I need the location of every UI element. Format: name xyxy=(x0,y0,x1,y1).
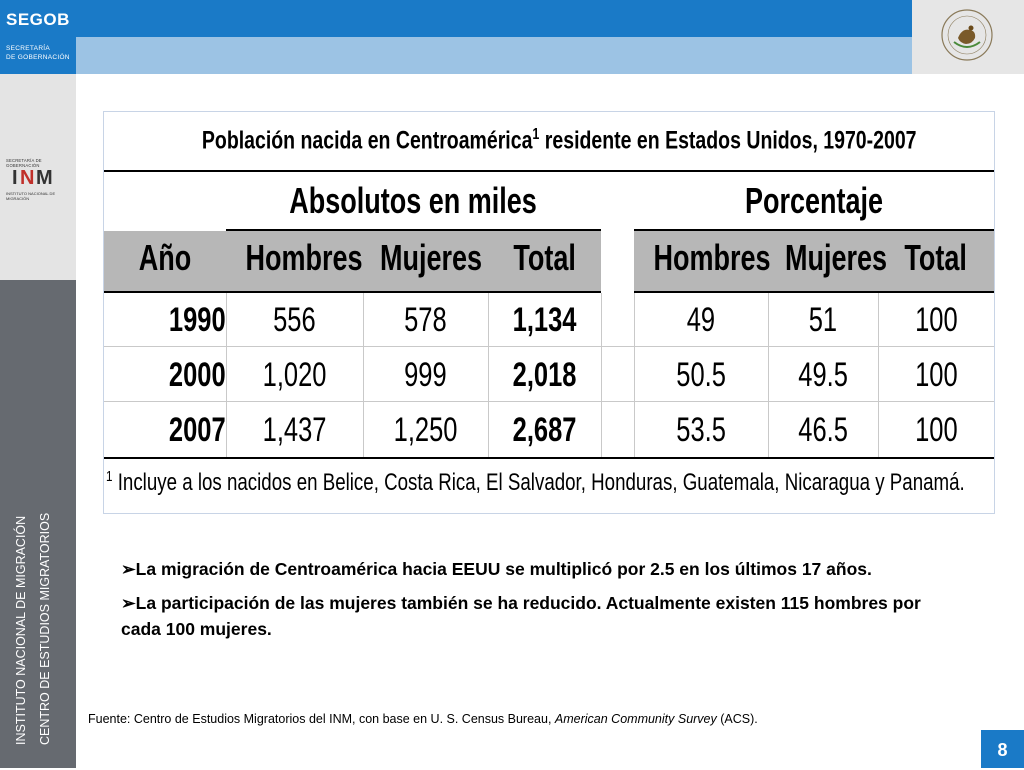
divider xyxy=(488,293,489,457)
table-cell: 100 xyxy=(914,411,958,449)
source-note: Fuente: Centro de Estudios Migratorios d… xyxy=(88,712,758,726)
segob-subtitle: SECRETARÍA DE GOBERNACIÓN xyxy=(6,45,70,61)
sidebar-vertical-text-1: INSTITUTO NACIONAL DE MIGRACIÓN xyxy=(14,515,28,745)
col-header-abs-women: Mujeres xyxy=(380,237,483,278)
table-cell: 46.5 xyxy=(798,411,848,449)
sidebar-vertical-text-2: CENTRO DE ESTUDIOS MIGRATORIOS xyxy=(38,512,52,745)
table-row-year: 2000 xyxy=(169,356,226,394)
table-cell: 1,437 xyxy=(262,411,327,449)
table-cell: 53.5 xyxy=(676,411,726,449)
table-cell: 999 xyxy=(404,356,447,394)
table-cell: 1,250 xyxy=(393,411,458,449)
table-cell: 2,687 xyxy=(512,411,577,449)
col-header-pct-total: Total xyxy=(904,237,968,278)
table-cell: 50.5 xyxy=(676,356,726,394)
table-footnote: 1 Incluye a los nacidos en Belice, Costa… xyxy=(106,468,965,496)
table-cell: 51 xyxy=(808,301,838,339)
bullet-item: ➢La migración de Centroamérica hacia EEU… xyxy=(121,559,872,579)
divider xyxy=(226,293,227,457)
col-header-pct-women: Mujeres xyxy=(785,237,888,278)
table-cell: 100 xyxy=(914,301,958,339)
header-subbar xyxy=(76,37,912,74)
col-header-abs-men: Hombres xyxy=(245,237,363,278)
divider xyxy=(363,293,364,457)
sidebar-bottom xyxy=(0,280,76,768)
col-header-year: Año xyxy=(138,237,192,278)
col-header-abs-total: Total xyxy=(513,237,576,278)
header-band xyxy=(104,231,601,291)
svg-text:N: N xyxy=(20,167,34,187)
divider xyxy=(104,291,601,293)
table-title: Población nacida en Centroamérica1 resid… xyxy=(201,126,917,155)
sidebar-top xyxy=(0,74,76,280)
data-table: Población nacida en Centroamérica1 resid… xyxy=(103,111,995,514)
table-cell: 556 xyxy=(273,301,316,339)
divider xyxy=(878,293,879,457)
divider xyxy=(104,170,994,172)
header-band xyxy=(634,231,994,291)
bullet-item: ➢La participación de las mujeres también… xyxy=(121,593,921,639)
arrow-bullet-icon: ➢ xyxy=(121,559,136,579)
group-header-percent: Porcentaje xyxy=(744,180,884,221)
header-bar xyxy=(0,0,912,37)
mexico-seal-icon xyxy=(941,9,993,61)
col-header-pct-men: Hombres xyxy=(653,237,771,278)
segob-logo: SEGOB xyxy=(6,10,70,29)
segob-logo-area: SEGOB SECRETARÍA DE GOBERNACIÓN xyxy=(0,0,76,74)
bullet-list: ➢La migración de Centroamérica hacia EEU… xyxy=(121,556,921,650)
table-cell: 1,134 xyxy=(512,301,577,339)
divider xyxy=(601,293,602,457)
arrow-bullet-icon: ➢ xyxy=(121,593,136,613)
table-row-year: 2007 xyxy=(169,411,226,449)
table-row-year: 1990 xyxy=(169,301,226,339)
divider xyxy=(104,346,994,347)
svg-text:I: I xyxy=(12,167,18,187)
page-number: 8 xyxy=(981,730,1024,768)
inm-caption-top: SECRETARÍA DE GOBERNACIÓN xyxy=(6,158,42,168)
table-cell: 1,020 xyxy=(262,356,327,394)
divider xyxy=(634,293,635,457)
inm-logo-icon: I N M xyxy=(12,167,53,187)
svg-text:M: M xyxy=(36,167,53,187)
divider xyxy=(104,401,994,402)
divider xyxy=(634,229,994,231)
table-cell: 2,018 xyxy=(512,356,577,394)
divider xyxy=(768,293,769,457)
inm-caption: INSTITUTO NACIONAL DE MIGRACIÓN xyxy=(6,191,56,201)
table-cell: 100 xyxy=(914,356,958,394)
divider xyxy=(634,291,994,293)
table-cell: 578 xyxy=(404,301,447,339)
table-cell: 49 xyxy=(686,301,716,339)
table-cell: 49.5 xyxy=(798,356,848,394)
divider xyxy=(104,457,994,459)
divider xyxy=(226,229,601,231)
group-header-absolute: Absolutos en miles xyxy=(289,180,538,221)
